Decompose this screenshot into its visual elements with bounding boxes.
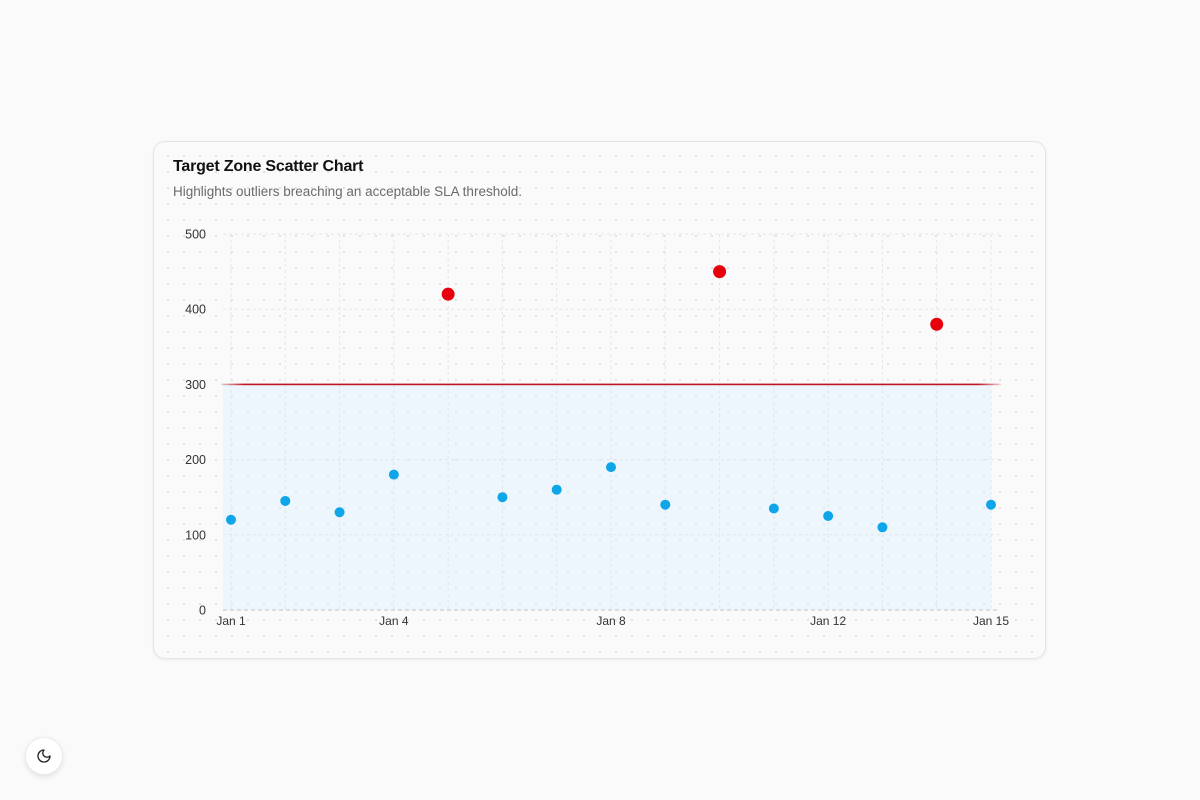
x-tick-label: Jan 12 — [810, 614, 846, 628]
scatter-chart: 0 100 200 300 400 500 Jan 1 Jan 4 Jan 8 Jan 12 Jan… — [185, 228, 1009, 629]
outlier-point — [930, 317, 944, 331]
data-point — [986, 499, 996, 510]
data-point — [334, 507, 345, 518]
outlier-point — [441, 287, 455, 301]
data-point — [388, 469, 399, 480]
x-tick-label: Jan 15 — [973, 614, 1009, 628]
y-tick-label: 400 — [185, 303, 206, 317]
data-point — [768, 503, 779, 514]
data-point — [823, 511, 834, 521]
y-tick-label: 0 — [199, 604, 206, 618]
y-tick-label: 300 — [185, 378, 206, 392]
theme-toggle-button[interactable] — [25, 737, 63, 775]
data-point — [877, 522, 888, 533]
x-tick-label: Jan 4 — [379, 614, 409, 628]
y-tick-label: 100 — [185, 528, 206, 542]
y-tick-label: 500 — [185, 228, 206, 242]
data-point — [660, 499, 671, 510]
data-point — [606, 462, 616, 473]
outlier-point — [713, 265, 727, 279]
data-point — [497, 492, 508, 503]
chart-title: Target Zone Scatter Chart — [173, 158, 364, 175]
chart-subtitle: Highlights outliers breaching an accepta… — [173, 184, 522, 199]
threshold-line — [221, 383, 1001, 386]
target-zone — [223, 384, 991, 610]
data-point — [551, 484, 562, 495]
x-tick-label: Jan 1 — [216, 614, 246, 628]
x-tick-label: Jan 8 — [596, 614, 626, 628]
moon-icon — [37, 749, 51, 763]
data-point — [226, 514, 236, 525]
data-point — [280, 495, 291, 506]
y-tick-label: 200 — [185, 453, 206, 467]
chart-card: Target Zone Scatter Chart Highlights out… — [153, 141, 1046, 659]
